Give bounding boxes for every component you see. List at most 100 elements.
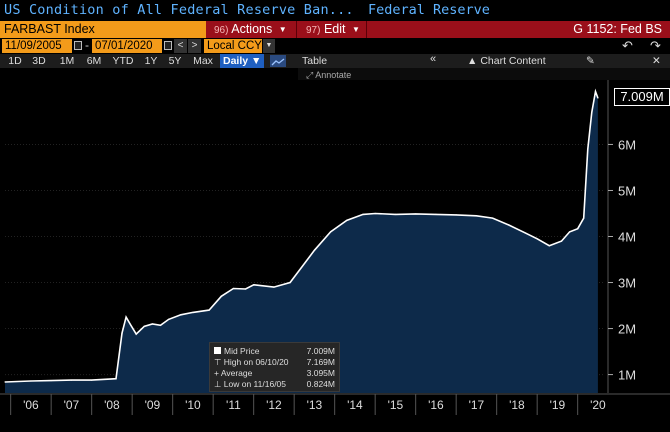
- x-tick-label: '06: [23, 398, 39, 412]
- low-icon: ⊥: [214, 379, 224, 389]
- range-dash: -: [85, 38, 89, 52]
- title-bar: US Condition of All Federal Reserve Ban.…: [0, 0, 670, 21]
- chart-content-icon: ▲: [467, 55, 481, 67]
- legend-low-value: 0.824M: [306, 379, 335, 389]
- toolbar-divider: [366, 21, 367, 38]
- period-ytd[interactable]: YTD: [112, 55, 134, 67]
- data-point: [536, 238, 538, 240]
- edit-num: 97): [306, 25, 321, 36]
- currency-select[interactable]: Local CCY: [204, 39, 262, 53]
- chart-content-button[interactable]: ▲ Chart Content: [467, 54, 546, 68]
- data-point: [135, 333, 137, 335]
- data-point: [597, 97, 599, 99]
- data-point: [192, 311, 194, 314]
- data-point: [244, 288, 247, 290]
- screen-id: G 1152: Fed BS: [573, 22, 662, 36]
- period-3d[interactable]: 3D: [32, 55, 46, 67]
- x-tick-label: '15: [388, 398, 404, 412]
- legend-avg-label: Average: [220, 368, 253, 378]
- calendar-icon[interactable]: [164, 41, 172, 50]
- data-point: [591, 111, 593, 113]
- settings-icon[interactable]: ✕: [652, 55, 661, 67]
- prev-period-button[interactable]: <: [174, 39, 187, 53]
- period-5y[interactable]: 5Y: [168, 55, 182, 67]
- annotate-label: Annotate: [315, 70, 352, 80]
- next-period-button[interactable]: >: [188, 39, 201, 53]
- x-tick-label: '18: [509, 398, 525, 412]
- annotation-bar: [298, 68, 670, 80]
- table-button[interactable]: Table: [302, 55, 328, 67]
- calendar-icon[interactable]: [74, 41, 82, 50]
- data-point: [548, 245, 550, 247]
- period-1y[interactable]: 1Y: [144, 55, 158, 67]
- end-date-input[interactable]: 07/01/2020: [92, 39, 162, 53]
- x-tick-label: '14: [347, 398, 363, 412]
- collapse-icon[interactable]: «: [430, 53, 437, 65]
- data-point: [583, 217, 585, 219]
- period-max[interactable]: Max: [193, 55, 213, 67]
- x-tick-label: '09: [145, 398, 161, 412]
- data-point: [70, 379, 73, 381]
- edit-caret-icon: ▼: [351, 25, 360, 35]
- actions-label: Actions: [231, 22, 273, 36]
- series-area: [5, 91, 598, 393]
- legend-high-value: 7.169M: [306, 357, 335, 367]
- x-tick-label: '07: [64, 398, 80, 412]
- data-point: [415, 213, 417, 215]
- period-1m[interactable]: 1M: [59, 55, 75, 67]
- actions-num: 96): [214, 25, 229, 36]
- data-point: [253, 284, 255, 286]
- edit-button[interactable]: 97) Edit ▼: [306, 21, 360, 38]
- data-point: [587, 148, 589, 150]
- x-tick-label: '17: [469, 398, 485, 412]
- y-tick-label: 4M: [618, 230, 636, 245]
- legend-mid-label: Mid Price: [224, 346, 260, 356]
- price-chart[interactable]: 1M 2M 3M 4M 5M 6M '06 '07 '08 '09 '10 '11 '12 '13 '14 '…: [0, 80, 670, 432]
- data-point: [30, 380, 32, 382]
- data-point: [455, 214, 457, 216]
- data-point: [560, 240, 563, 242]
- annotate-button[interactable]: ⤢ Annotate: [306, 70, 352, 80]
- edit-chart-icon[interactable]: ✎: [586, 55, 595, 67]
- data-point: [129, 323, 131, 325]
- ticker-field[interactable]: FARBAST Index: [0, 21, 206, 38]
- y-tick-label: 5M: [618, 183, 636, 198]
- undo-icon[interactable]: ↶: [622, 38, 633, 53]
- legend-low-label: Low on 11/16/05: [223, 379, 287, 389]
- actions-button[interactable]: 96) Actions ▼: [214, 21, 287, 38]
- period-1d[interactable]: 1D: [8, 55, 22, 67]
- frequency-select[interactable]: Daily ▼: [220, 54, 265, 68]
- period-6m[interactable]: 6M: [86, 55, 102, 67]
- toolbar-divider: [296, 21, 297, 38]
- x-tick-label: '19: [550, 398, 566, 412]
- start-date-input[interactable]: 11/09/2005: [2, 39, 72, 53]
- window-title: US Condition of All Federal Reserve Ban.…: [4, 2, 354, 18]
- data-point: [180, 314, 182, 316]
- data-point: [435, 213, 437, 216]
- x-tick-label: '16: [428, 398, 444, 412]
- actions-caret-icon: ▼: [278, 25, 287, 35]
- edit-label: Edit: [323, 22, 346, 36]
- x-tick-label: '11: [226, 398, 241, 412]
- x-tick-label: '20: [590, 398, 606, 412]
- legend-box: Mid Price 7.009M ⊤ High on 06/10/20 7.16…: [209, 342, 340, 392]
- redo-icon[interactable]: ↷: [650, 38, 661, 53]
- legend-high-label: High on 06/10/20: [223, 357, 289, 367]
- line-chart-icon[interactable]: [270, 55, 286, 67]
- data-point: [313, 249, 316, 251]
- series-swatch: [214, 347, 221, 354]
- data-point: [151, 323, 154, 325]
- data-point: [168, 318, 170, 320]
- data-point: [50, 379, 52, 382]
- data-point: [394, 213, 397, 216]
- legend-mid: Mid Price: [214, 346, 259, 356]
- data-point: [121, 332, 123, 334]
- data-point: [594, 90, 597, 93]
- data-point: [208, 309, 210, 311]
- data-point: [143, 325, 145, 327]
- data-point: [492, 217, 494, 219]
- chart-area: 1M 2M 3M 4M 5M 6M '06 '07 '08 '09 '10 '11 '12 '13 '14 '…: [0, 80, 670, 432]
- last-value-label: 7.009M: [614, 88, 670, 106]
- data-point: [330, 231, 332, 233]
- chevron-down-icon[interactable]: ▼: [263, 39, 275, 53]
